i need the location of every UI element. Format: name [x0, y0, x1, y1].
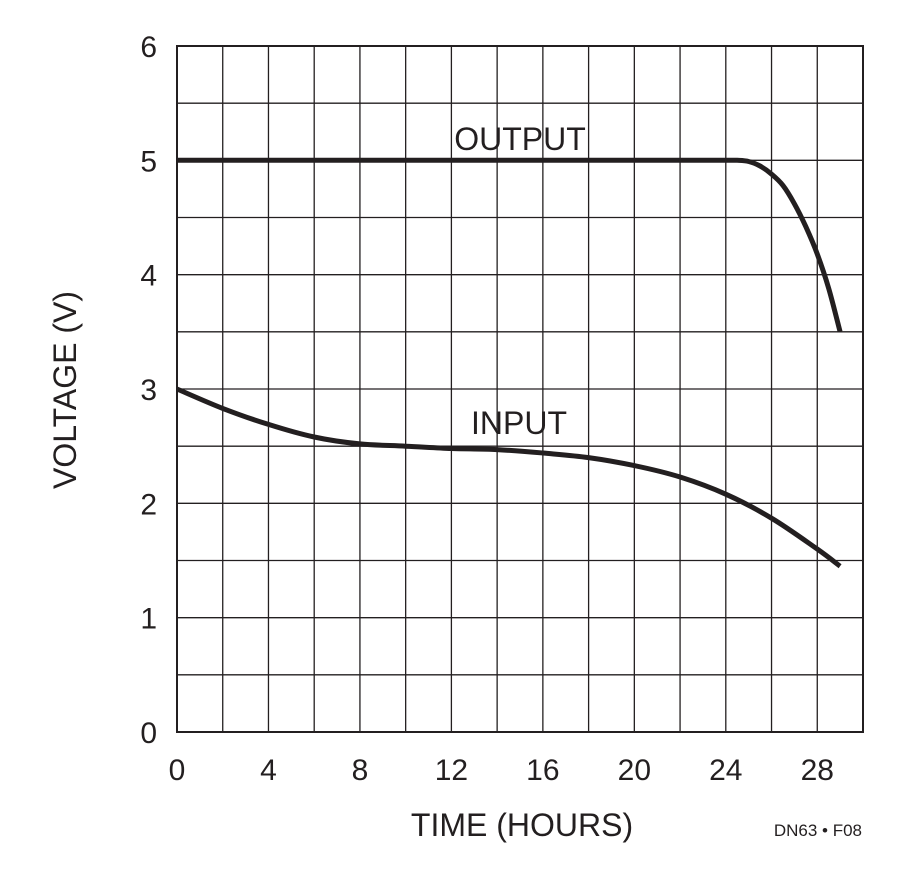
y-axis-title: VOLTAGE (V): [47, 291, 83, 489]
y-tick-label: 4: [140, 260, 157, 293]
y-tick-label: 2: [140, 488, 157, 521]
x-tick-label: 4: [260, 754, 277, 787]
y-tick-label: 3: [140, 374, 157, 407]
y-tick-labels: 0 1 2 3 4 5 6: [140, 31, 157, 750]
figure-id-label: DN63 • F08: [774, 821, 862, 840]
series-lines: [176, 157, 843, 569]
x-axis-title: TIME (HOURS): [411, 807, 633, 843]
y-tick-label: 6: [140, 31, 157, 64]
series-label-output: OUTPUT: [454, 121, 586, 157]
x-tick-labels: 0 4 8 12 16 20 24 28: [169, 754, 834, 787]
x-tick-label: 16: [526, 754, 559, 787]
x-tick-label: 8: [352, 754, 369, 787]
x-tick-label: 12: [435, 754, 468, 787]
y-tick-label: 0: [140, 717, 157, 750]
series-line-output: [177, 157, 843, 333]
series-line-input: [176, 386, 842, 569]
y-tick-label: 1: [140, 603, 157, 636]
series-label-input: INPUT: [471, 405, 567, 441]
x-tick-label: 0: [169, 754, 186, 787]
y-tick-label: 5: [140, 145, 157, 178]
x-tick-label: 28: [801, 754, 834, 787]
x-tick-label: 20: [618, 754, 651, 787]
x-tick-label: 24: [709, 754, 742, 787]
